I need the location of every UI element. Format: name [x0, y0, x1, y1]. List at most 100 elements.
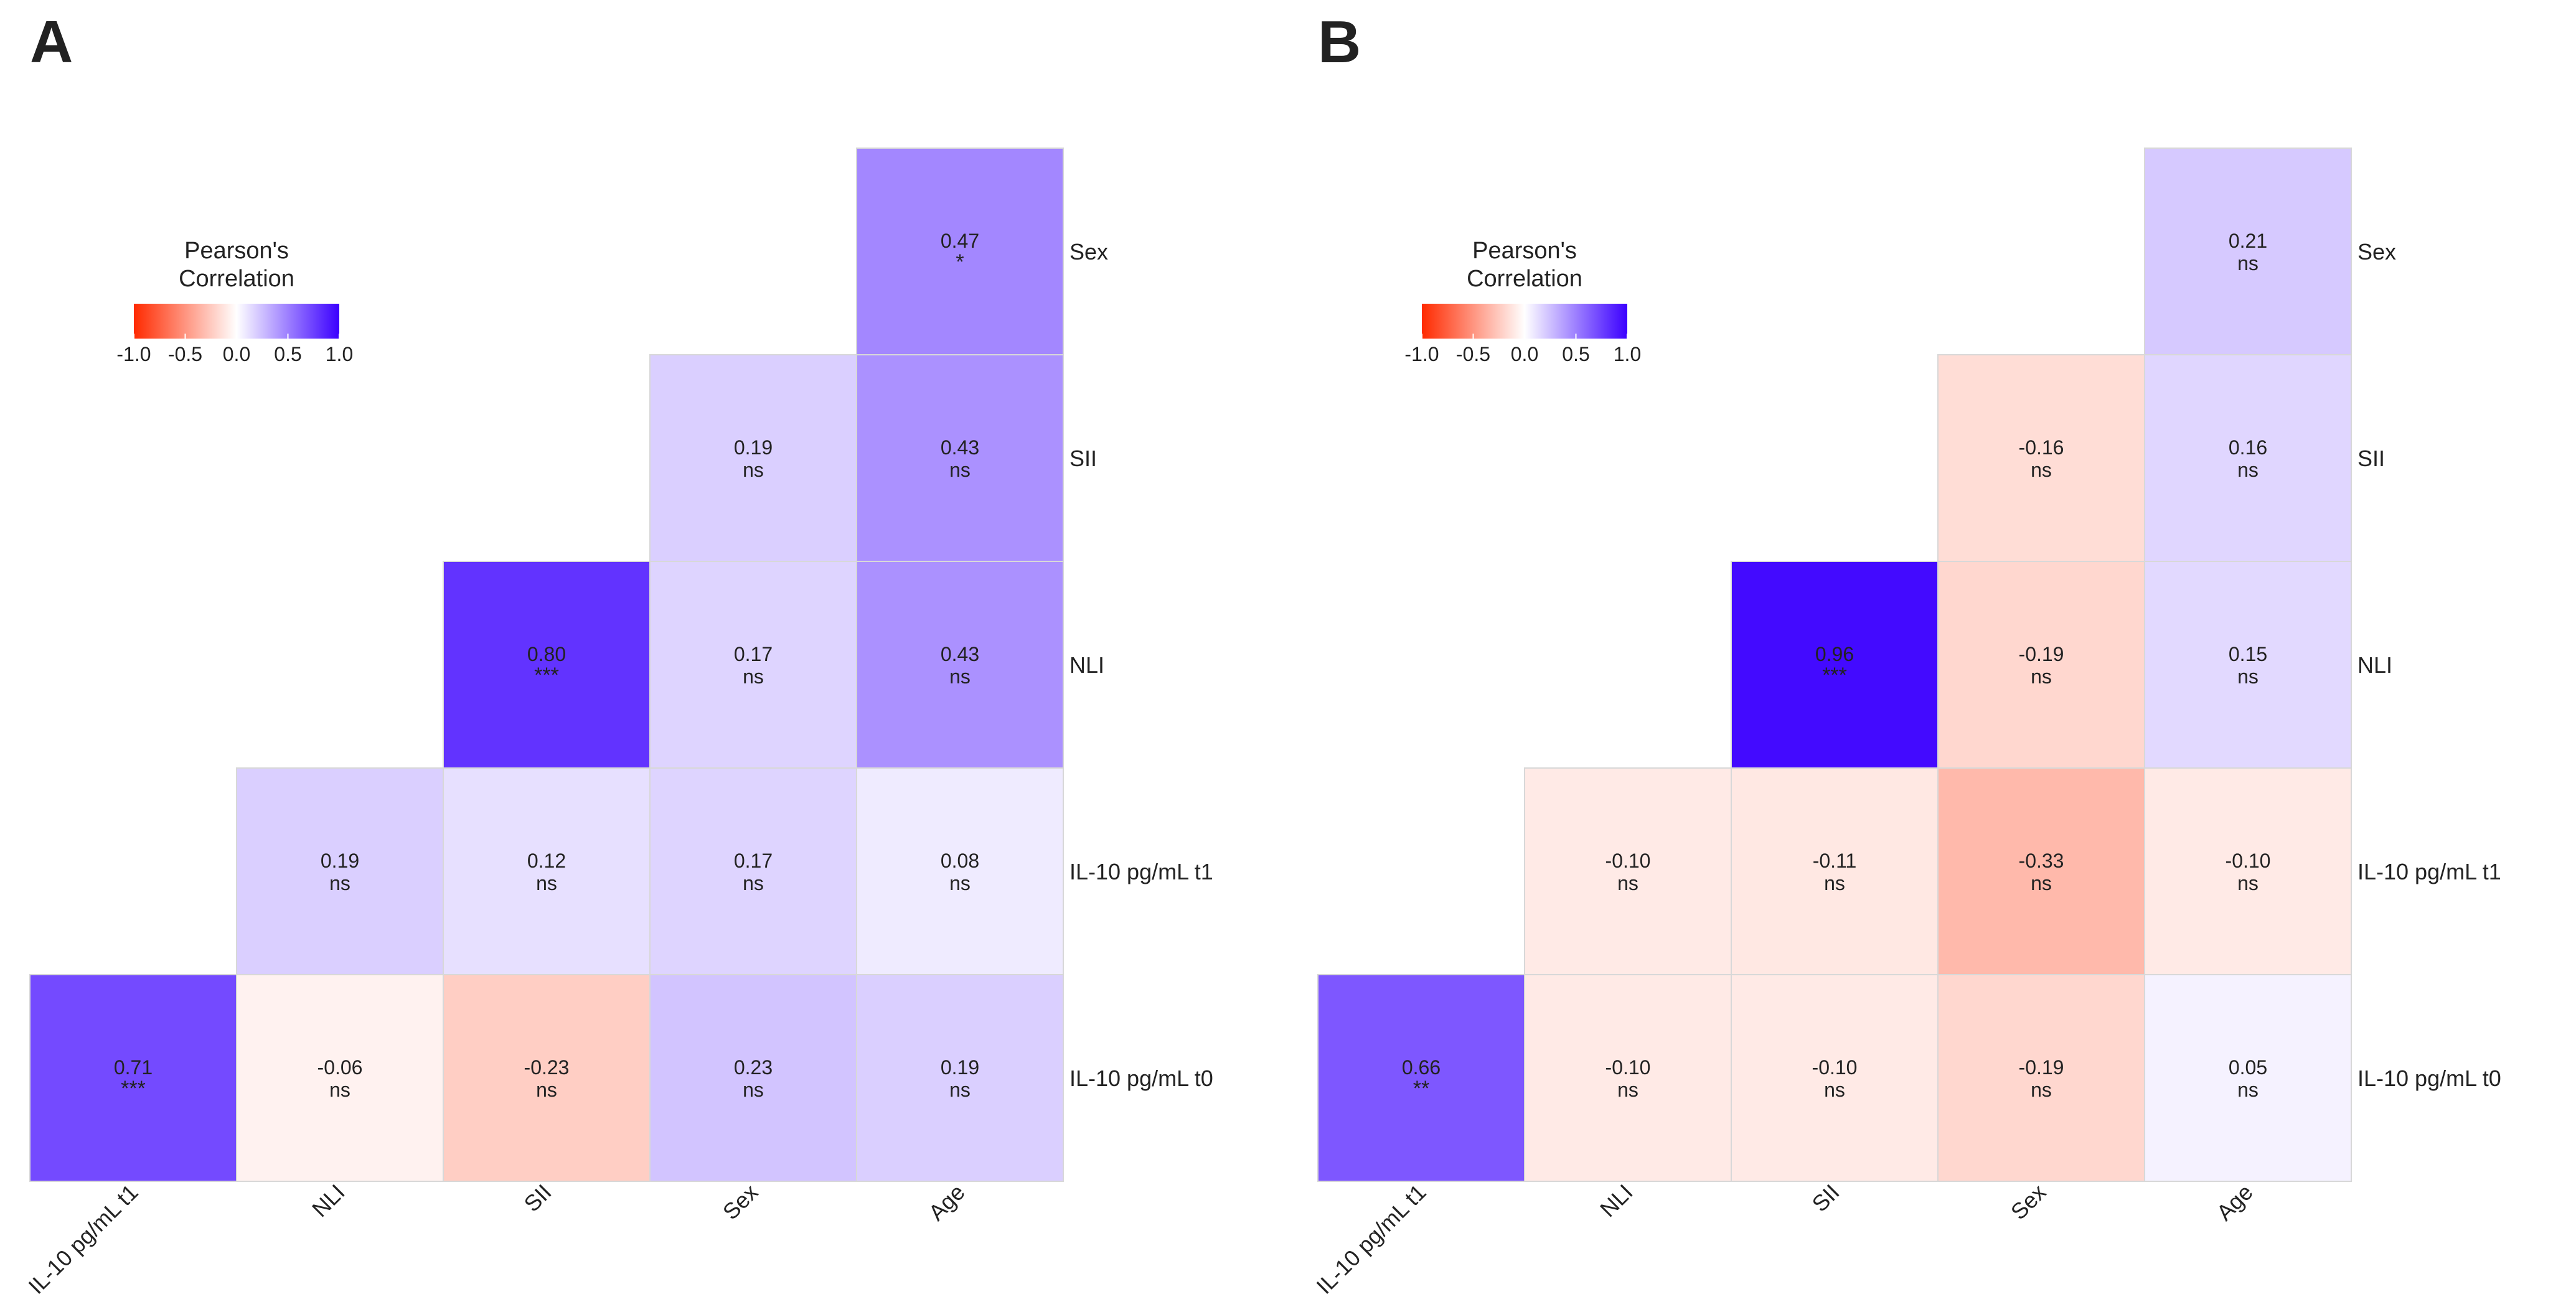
cell-value-label: 0.12 [527, 850, 566, 872]
legend-colorbar [134, 304, 339, 339]
heatmap-cell [1731, 561, 1939, 769]
y-tick-label: SII [2357, 446, 2385, 471]
x-tick-label: Age [923, 1179, 969, 1225]
legend-tick-label: 1.0 [1614, 343, 1641, 365]
cell-significance-label: *** [1822, 663, 1847, 687]
cell-value-label: 0.23 [734, 1056, 773, 1079]
cell-value-label: 0.43 [941, 436, 979, 459]
cell-significance-label: *** [121, 1077, 146, 1100]
cell-value-label: 0.15 [2229, 643, 2267, 665]
y-tick-label: Sex [1069, 239, 1108, 265]
cell-significance-label: ns [2031, 459, 2052, 481]
heatmap-cell [649, 974, 857, 1182]
cell-value-label: -0.11 [1813, 850, 1857, 872]
cell-value-label: 0.19 [941, 1056, 979, 1079]
cell-value-label: 0.71 [114, 1056, 153, 1079]
cell-significance-label: ** [1413, 1077, 1429, 1100]
cell-significance-label: *** [534, 663, 559, 687]
cell-significance-label: ns [2031, 665, 2052, 688]
cell-value-label: 0.08 [941, 850, 979, 872]
legend-tick-label: 0.5 [1562, 343, 1589, 365]
y-tick-label: NLI [1069, 652, 1104, 678]
cell-significance-label: ns [1824, 872, 1845, 894]
heatmap-cell [856, 974, 1064, 1182]
y-tick-label: Sex [2357, 239, 2396, 265]
heatmap-cell [1731, 767, 1939, 975]
cell-significance-label: ns [949, 665, 971, 688]
legend-tick-label: -1.0 [116, 343, 151, 365]
heatmap-cell [1731, 974, 1939, 1182]
heatmap-cell [856, 767, 1064, 975]
heatmap-cell [1937, 354, 2145, 562]
heatmap-cell [856, 354, 1064, 562]
legend-tick-label: 0.0 [1511, 343, 1538, 365]
legend-tick-label: 1.0 [326, 343, 353, 365]
heatmap-cell [856, 561, 1064, 769]
cell-value-label: -0.10 [1605, 850, 1651, 872]
cell-significance-label: ns [2031, 1079, 2052, 1101]
cell-value-label: -0.10 [1812, 1056, 1858, 1079]
cell-significance-label: ns [949, 459, 971, 481]
heatmap-cell [2144, 354, 2352, 562]
cell-value-label: 0.43 [941, 643, 979, 665]
cell-significance-label: ns [2237, 459, 2259, 481]
x-tick-label: Age [2211, 1179, 2257, 1225]
x-tick-label: NLI [1595, 1179, 1638, 1222]
x-tick-label: SII [1807, 1179, 1845, 1217]
cell-significance-label: ns [743, 459, 764, 481]
x-tick-label: SII [519, 1179, 557, 1217]
panel-label: B [1318, 9, 1361, 75]
x-tick-label: IL-10 pg/mL t1 [23, 1179, 143, 1299]
y-tick-label: SII [1069, 446, 1097, 471]
heatmap-cell [1937, 767, 2145, 975]
cell-value-label: 0.05 [2229, 1056, 2267, 1079]
heatmap-cell [2144, 561, 2352, 769]
cell-value-label: -0.19 [2019, 643, 2064, 665]
cell-value-label: -0.33 [2019, 850, 2064, 872]
legend-colorbar [1422, 304, 1627, 339]
y-tick-label: NLI [2357, 652, 2392, 678]
cell-significance-label: ns [949, 872, 971, 894]
x-tick-label: Sex [718, 1179, 763, 1225]
legend-tick-label: -0.5 [1456, 343, 1490, 365]
legend-tick-label: 0.0 [223, 343, 250, 365]
cell-value-label: 0.21 [2229, 230, 2267, 252]
cell-value-label: 0.19 [734, 436, 773, 459]
cell-significance-label: * [956, 250, 964, 274]
heatmap-cell [236, 767, 444, 975]
heatmap-cell [443, 561, 651, 769]
correlation-heatmap-a: A0.47*0.19ns0.43ns0.80***0.17ns0.43ns0.1… [23, 9, 1213, 1299]
heatmap-cell [1524, 974, 1732, 1182]
heatmap-cell [2144, 974, 2352, 1182]
heatmap-cell [443, 767, 651, 975]
cell-significance-label: ns [2237, 665, 2259, 688]
cell-value-label: -0.10 [1605, 1056, 1651, 1079]
legend-tick-label: -0.5 [168, 343, 202, 365]
cell-value-label: -0.06 [317, 1056, 363, 1079]
correlation-heatmap-b: B0.21ns-0.16ns0.16ns0.96***-0.19ns0.15ns… [1311, 9, 2501, 1299]
x-tick-label: NLI [307, 1179, 350, 1222]
y-tick-label: IL-10 pg/mL t0 [2357, 1066, 2501, 1091]
cell-value-label: 0.80 [527, 643, 566, 665]
y-tick-label: IL-10 pg/mL t0 [1069, 1066, 1213, 1091]
heatmap-cell [649, 561, 857, 769]
cell-significance-label: ns [329, 1079, 350, 1101]
heatmap-cell [1524, 767, 1732, 975]
correlation-panel-b: B 0.21 ns -0.16 ns 0.16 ns 0.96 *** -0.19 ns 0.15 ns… [1288, 0, 2576, 1312]
cell-significance-label: ns [536, 872, 557, 894]
heatmap-cell [236, 974, 444, 1182]
cell-value-label: -0.23 [524, 1056, 570, 1079]
cell-significance-label: ns [1617, 872, 1638, 894]
legend-title: Pearson's [184, 238, 289, 264]
cell-significance-label: ns [1824, 1079, 1845, 1101]
legend-title: Correlation [179, 266, 294, 292]
cell-value-label: 0.66 [1402, 1056, 1441, 1079]
cell-value-label: 0.47 [941, 230, 979, 252]
heatmap-cell [2144, 148, 2352, 355]
panel-label: A [30, 9, 73, 75]
y-tick-label: IL-10 pg/mL t1 [1069, 859, 1213, 884]
cell-value-label: -0.16 [2019, 436, 2064, 459]
cell-significance-label: ns [2237, 1079, 2259, 1101]
heatmap-cell [1937, 561, 2145, 769]
cell-significance-label: ns [743, 1079, 764, 1101]
